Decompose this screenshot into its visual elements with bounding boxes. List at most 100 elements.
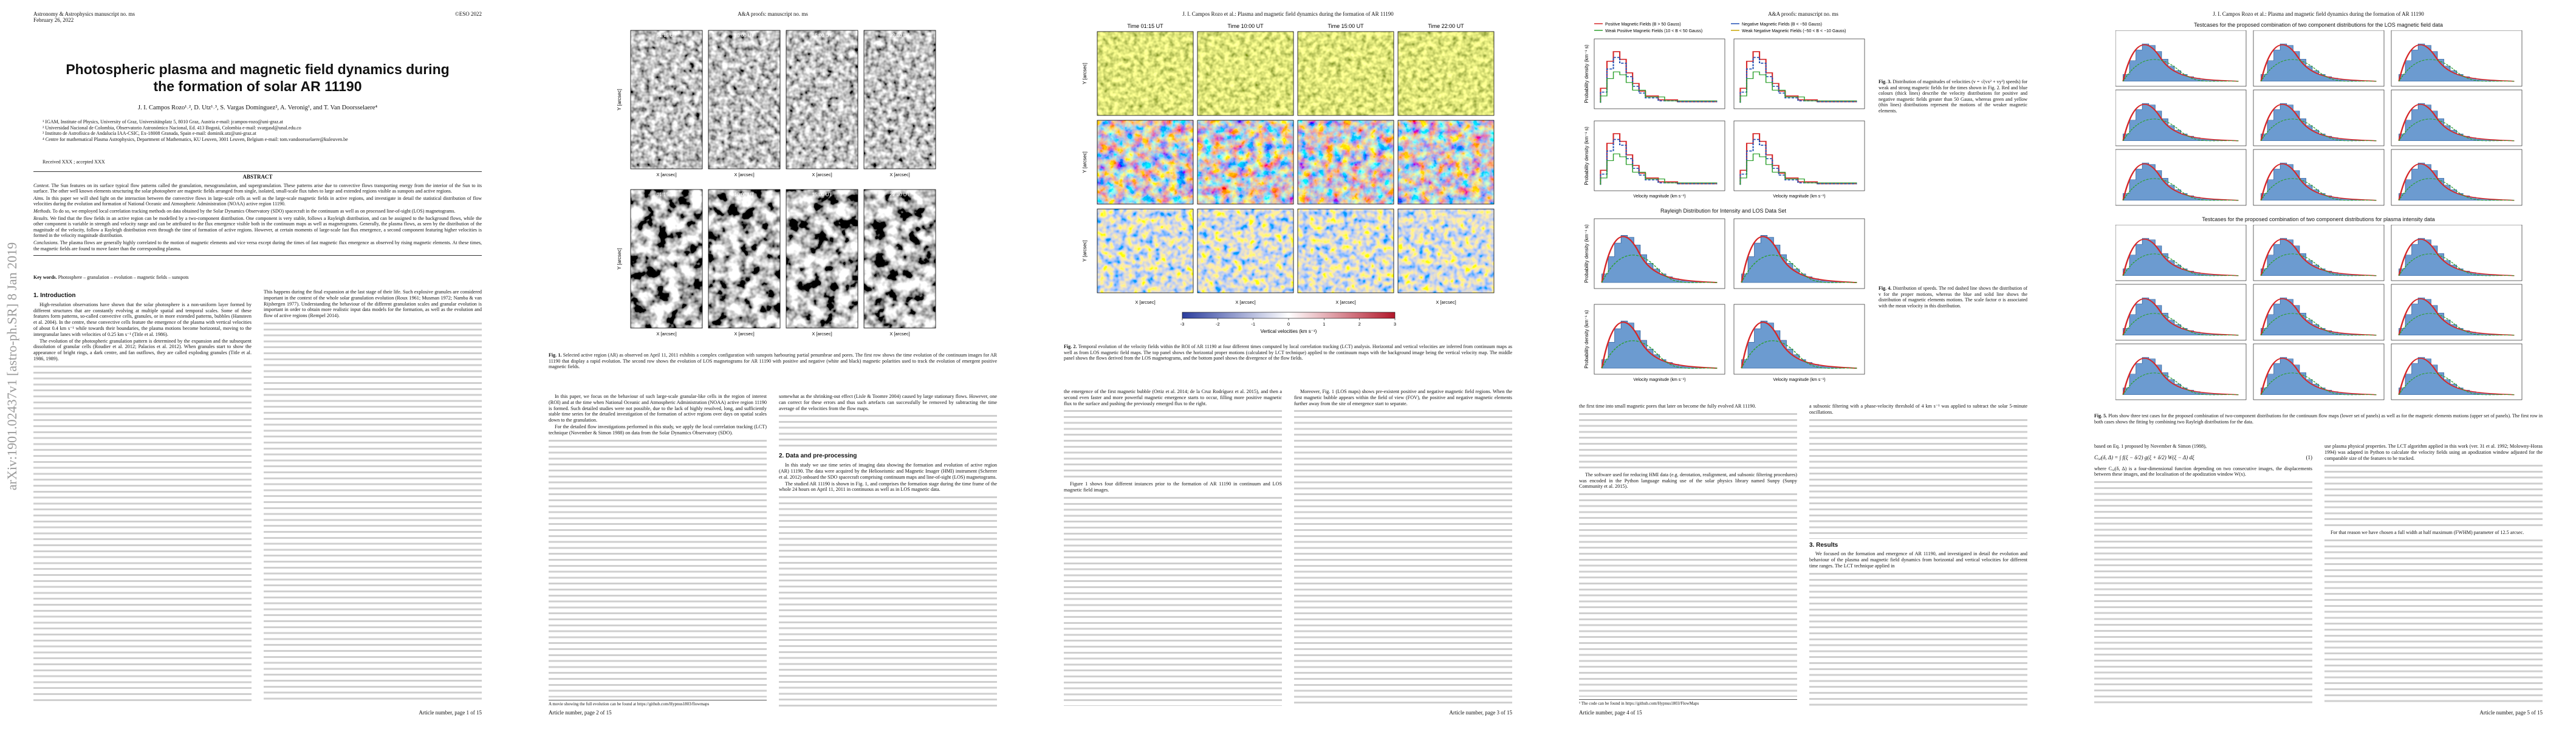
column: somewhat as the shrinking-out effect (Li… [779, 394, 997, 707]
journal-line: Astronomy & Astrophysics manuscript no. … [33, 11, 135, 17]
paragraph: High-resolution observations have shown … [33, 301, 252, 337]
authors: J. I. Campos Rozo¹˒², D. Utz¹˒³, S. Varg… [137, 104, 378, 111]
body-columns: based on Eq. 1 proposed by November & Si… [2094, 443, 2543, 706]
map-frame [1097, 31, 1194, 116]
footer: Article number, page 4 of 15 [1579, 710, 1642, 716]
x-axis-label: Velocity magnitude (km s⁻¹) [1773, 194, 1825, 199]
caption-text: Distribution of speeds. The red dashed l… [1879, 286, 2027, 309]
paragraph: based on Eq. 1 proposed by November & Si… [2094, 443, 2207, 449]
text-lines [2324, 538, 2543, 706]
text-lines [1294, 408, 1512, 706]
text-lines [2324, 463, 2543, 530]
map-frame [1297, 120, 1394, 205]
abstract-text: The Sun features on its surface typical … [33, 182, 482, 194]
solar-image [864, 190, 936, 328]
paragraph: use plasma physical properties. The LCT … [2324, 443, 2543, 461]
colorbar-tick-label: 3 [1394, 321, 1396, 327]
affiliation: ¹ IGAM, Institute of Physics, University… [43, 119, 283, 125]
column: the first time into small magnetic pores… [1579, 403, 1797, 706]
x-axis-label: X [arcsec] [889, 331, 909, 337]
figure-1: 01:15 UT X [arcsec] 01:15 UT X [arcsec] 10:0… [617, 30, 936, 337]
x-axis-label: X [arcsec] [812, 331, 832, 337]
solar-image [631, 30, 702, 169]
legend-label: Weak Positive Magnetic Fields (10 < B < … [1605, 29, 1702, 33]
y-axis-label: Y [arcsec] [617, 248, 622, 269]
figure-5-upper [2115, 30, 2523, 206]
footnote: A movie showing the full evolution can b… [549, 699, 767, 707]
header: Astronomy & Astrophysics manuscript no. … [33, 11, 135, 23]
p: Aims. In this paper we will shed light o… [33, 196, 482, 207]
colorbar-tick-label: -1 [1251, 321, 1255, 327]
affiliation: ⁴ Centre for mathematical Plasma Astroph… [43, 136, 348, 142]
y-axis-label: Probability density (km⁻¹ s) [1584, 310, 1589, 369]
p: Results. We find that the flow fields in… [33, 216, 482, 239]
page-1: Astronomy & Astrophysics manuscript no. … [0, 0, 515, 729]
caption: Fig. 4. Distribution of speeds. The red … [1879, 286, 2027, 309]
image-frame [863, 189, 936, 329]
page-3: J. I. Campos Rozo et al.: Plasma and mag… [1030, 0, 1546, 729]
colorbar-tick-label: -2 [1216, 321, 1220, 327]
velocity-map [1197, 209, 1293, 293]
text-lines [2094, 479, 2312, 706]
figure-4: Probability density (km⁻¹ s) Velocity mag… [1584, 218, 1865, 382]
x-axis-label: X [arcsec] [656, 331, 676, 337]
colorbar-tick-label: 1 [1323, 321, 1325, 327]
text-lines [1809, 570, 2027, 706]
caption-label: Fig. 5. [2094, 413, 2108, 419]
caption-label: Fig. 3. [1879, 79, 1892, 84]
body-columns: the first time into small magnetic pores… [1579, 403, 2027, 706]
paragraph: For that reason we have chosen a full wi… [2331, 530, 2524, 536]
affiliation: ³ Instituto de Astrofísica de Andalucía … [43, 131, 256, 137]
figure-title: Testcases for the proposed combination o… [2202, 216, 2435, 222]
paragraph: Moreover, Fig. 1 (LOS maps) shows pre-ex… [1294, 389, 1512, 406]
section-heading: 1. Introduction [33, 292, 76, 299]
section-heading: 3. Results [1809, 541, 1838, 549]
header: J. I. Campos Rozo et al.: Plasma and mag… [1182, 11, 1394, 17]
caption-text: Selected active region (AR) as observed … [549, 352, 997, 370]
affiliation: ² Universidad Nacional de Colombia, Obse… [43, 125, 301, 131]
received: Received XXX ; accepted XXX [43, 159, 105, 165]
map-frame [1397, 208, 1495, 293]
p: Context. The Sun features on its surface… [33, 183, 482, 194]
caption-label: Fig. 1. [549, 352, 562, 358]
abstract-heading: ABSTRACT [242, 174, 273, 180]
abstract-label: Results. [33, 215, 49, 221]
image-frame [786, 189, 858, 329]
velocity-map [1197, 120, 1293, 204]
y-axis-label: Y [arcsec] [617, 89, 622, 110]
copyright: ©ESO 2022 [454, 11, 482, 17]
colorbar-label: Vertical velocities (km s⁻¹) [1261, 329, 1317, 334]
colorbar-tick-label: 0 [1287, 321, 1290, 327]
panel-title: Time 10:00 UT [1227, 23, 1264, 29]
y-axis-label: Probability density (km⁻¹ s) [1584, 126, 1589, 185]
time-label: 10:00 UT [735, 192, 755, 197]
velocity-map [1097, 32, 1193, 115]
x-axis-label: X [arcsec] [656, 172, 676, 177]
text-lines [1579, 491, 1797, 697]
text-lines [549, 437, 767, 697]
velocity-map [1298, 32, 1394, 115]
paragraph: The studied AR 11190 is shown in Fig. 1,… [779, 481, 997, 493]
paragraph: In this study we use time series of imag… [779, 462, 997, 480]
paragraph: Figure 1 shows four different instances … [1064, 481, 1282, 493]
column: This happens during the final expansion … [264, 289, 482, 702]
y-axis-label: Y [arcsec] [1082, 63, 1088, 84]
velocity-map [1398, 32, 1494, 115]
abstract-text: We find that the flow fields in an activ… [33, 215, 482, 239]
solar-image [864, 30, 936, 169]
panel-title: Time 15:00 UT [1327, 23, 1364, 29]
keywords-text: Photosphere – granulation – evolution – … [58, 275, 189, 280]
paragraph: where Cᵢ,ⱼ(δ, Δ) is a four-dimensional f… [2094, 465, 2312, 477]
body-columns: 1. Introduction High-resolution observat… [33, 289, 482, 702]
text-lines [33, 363, 252, 702]
image-frame [630, 189, 703, 329]
solar-image [631, 190, 702, 328]
x-axis-label: X [arcsec] [1235, 299, 1255, 305]
paragraph: The software used for reducing HMI data … [1579, 471, 1797, 490]
paper-title: Photospheric plasma and magnetic field d… [66, 61, 450, 94]
legend-label: Positive Magnetic Fields (B > 50 Gauss) [1605, 22, 1681, 27]
image-frame [708, 30, 781, 169]
figure-title: Testcases for the proposed combination o… [2194, 22, 2443, 28]
velocity-map [1398, 209, 1494, 293]
